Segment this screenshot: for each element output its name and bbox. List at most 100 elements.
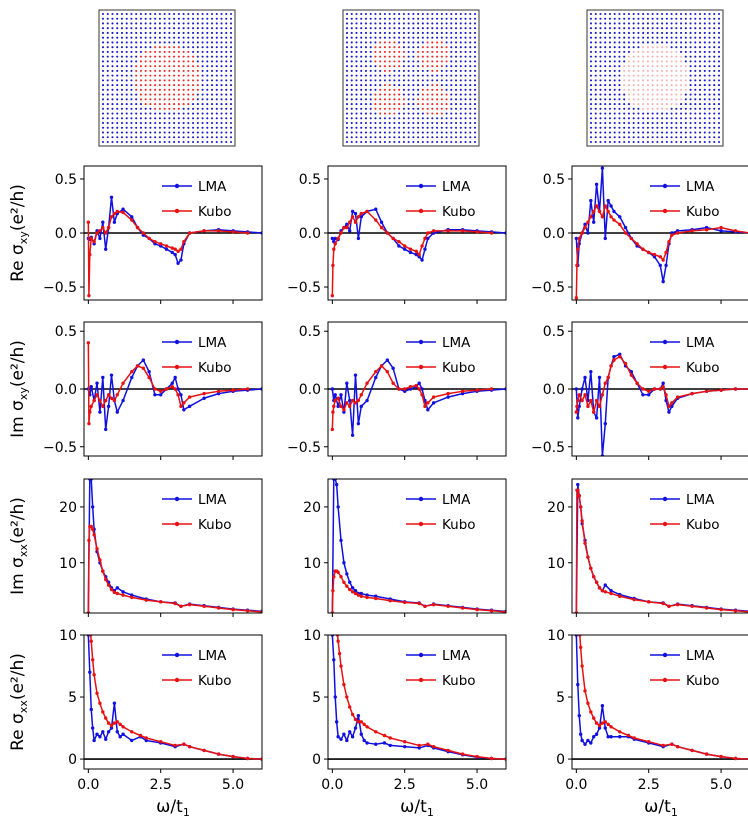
legend: LMA Kubo	[406, 648, 476, 689]
data-point-kubo	[489, 756, 494, 761]
data-point-kubo	[603, 720, 607, 724]
plot-area	[86, 479, 262, 613]
data-point-kubo	[661, 743, 665, 748]
data-point-kubo	[356, 398, 361, 403]
y-tick-label: 0.0	[543, 382, 565, 398]
chart-panels: −0.5 0.0 0.5 LMA Kubo −0.5 0.0 0.5 LMA Kubo −0.5 0.…	[43, 165, 748, 793]
series-lma	[86, 195, 262, 265]
plot-area	[328, 635, 506, 761]
data-point-kubo	[460, 606, 465, 610]
panel-frame	[83, 634, 263, 770]
data-point-kubo	[489, 387, 494, 391]
data-point-kubo	[719, 754, 723, 759]
plot-area	[84, 195, 262, 298]
series-line-kubo	[89, 635, 262, 760]
data-point-kubo	[216, 606, 221, 610]
data-point-kubo	[489, 231, 494, 235]
data-point-lma	[330, 387, 335, 391]
series-kubo	[86, 524, 262, 613]
data-point-lma	[353, 588, 358, 593]
data-point-kubo	[90, 527, 95, 531]
legend: LMA Kubo	[406, 335, 476, 376]
data-point-kubo	[362, 722, 366, 727]
data-point-kubo	[414, 249, 418, 254]
legend-marker-kubo	[174, 208, 180, 214]
data-point-kubo	[647, 389, 651, 394]
y-tick-label: −0.5	[531, 440, 565, 456]
inset-frame	[586, 9, 724, 147]
data-point-kubo	[580, 398, 584, 403]
data-point-lma	[379, 220, 384, 224]
data-point-lma	[670, 404, 674, 409]
data-point-lma	[112, 220, 117, 224]
series-lma	[574, 482, 748, 613]
data-point-lma	[365, 741, 369, 745]
data-point-kubo	[106, 225, 111, 230]
data-point-kubo	[92, 398, 96, 403]
data-point-lma	[173, 375, 177, 380]
data-point-kubo	[95, 691, 99, 696]
data-point-kubo	[670, 233, 674, 237]
data-point-kubo	[164, 387, 169, 391]
data-point-lma	[647, 393, 651, 397]
data-point-kubo	[245, 609, 250, 613]
data-point-kubo	[446, 604, 450, 608]
data-point-kubo	[109, 723, 114, 728]
data-point-kubo	[719, 388, 723, 392]
data-point-lma	[719, 229, 723, 233]
data-point-kubo	[603, 381, 607, 385]
data-point-kubo	[353, 717, 358, 722]
data-point-kubo	[609, 725, 613, 729]
data-point-kubo	[667, 239, 671, 244]
data-point-lma	[348, 730, 352, 734]
data-point-kubo	[339, 231, 343, 235]
y-axis-label: Im σxy(e²/h)	[8, 340, 30, 438]
data-point-kubo	[365, 595, 369, 600]
data-point-kubo	[112, 721, 117, 725]
data-point-kubo	[586, 555, 590, 559]
data-point-kubo	[101, 710, 105, 714]
panel-r1-c3: −0.5 0.0 0.5 LMA Kubo	[531, 165, 748, 304]
legend: LMA Kubo	[650, 335, 720, 376]
data-point-kubo	[586, 404, 590, 409]
data-point-kubo	[618, 594, 622, 598]
data-point-kubo	[423, 604, 427, 608]
y-tick-label: 5	[556, 690, 565, 706]
data-point-lma	[600, 166, 605, 170]
data-point-kubo	[623, 361, 628, 366]
data-point-lma	[339, 393, 343, 397]
data-point-kubo	[245, 231, 250, 235]
data-point-kubo	[173, 601, 177, 606]
data-point-lma	[179, 258, 183, 262]
data-point-kubo	[374, 596, 378, 601]
data-point-lma	[330, 236, 335, 241]
data-point-lma	[603, 726, 607, 730]
data-point-kubo	[333, 242, 337, 246]
data-point-lma	[115, 586, 119, 590]
series-line-lma	[87, 359, 262, 431]
data-point-kubo	[345, 401, 349, 405]
data-point-kubo	[173, 247, 177, 251]
data-point-lma	[332, 658, 336, 662]
data-point-kubo	[385, 369, 390, 374]
data-point-kubo	[431, 229, 436, 233]
data-point-kubo	[618, 354, 622, 359]
data-point-kubo	[153, 239, 157, 244]
data-point-kubo	[577, 236, 581, 241]
data-point-kubo	[339, 664, 343, 668]
data-point-lma	[350, 586, 355, 590]
data-point-lma	[339, 538, 343, 543]
data-point-kubo	[138, 733, 143, 738]
data-point-kubo	[130, 369, 134, 374]
data-point-kubo	[159, 389, 163, 394]
data-point-lma	[359, 732, 363, 736]
data-point-kubo	[460, 752, 465, 756]
data-point-kubo	[112, 398, 117, 403]
data-point-kubo	[89, 404, 93, 409]
data-point-lma	[348, 229, 352, 233]
series-line-kubo	[575, 205, 748, 298]
data-point-lma	[576, 682, 580, 687]
data-point-kubo	[623, 231, 628, 235]
data-point-kubo	[339, 404, 343, 409]
data-point-lma	[589, 741, 593, 745]
